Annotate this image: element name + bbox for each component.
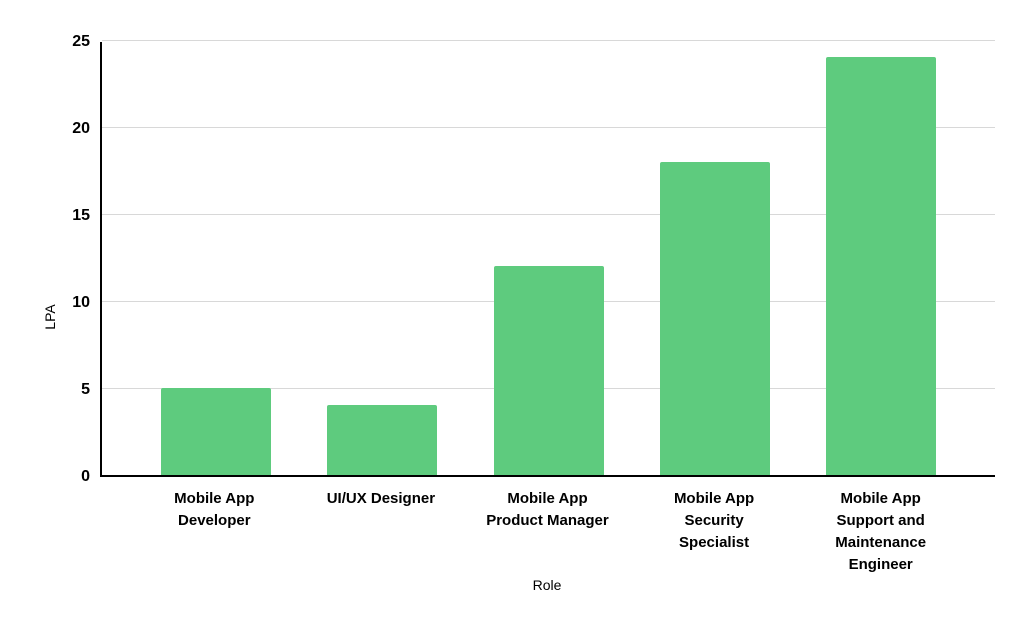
y-tick-label-15: 15 xyxy=(72,207,90,224)
x-category-label-2: UI/UX Designer xyxy=(326,490,436,507)
bars-container xyxy=(102,42,995,475)
gridline-y-25 xyxy=(102,40,995,41)
bar-2 xyxy=(327,405,438,475)
gridline-y-15 xyxy=(102,214,995,215)
bar-3 xyxy=(493,266,604,475)
bar-band xyxy=(299,42,465,475)
x-axis-title: Role xyxy=(532,577,562,593)
x-axis-category-labels: Mobile App Developer UI/UX Designer Mobile… xyxy=(100,488,995,576)
x-category-label-5: Mobile App Support and Maintenance Engin… xyxy=(835,490,927,573)
y-tick-label-20: 20 xyxy=(72,120,90,137)
gridline-y-20 xyxy=(102,127,995,128)
y-tick-label-25: 25 xyxy=(72,33,90,50)
x-category-label-1: Mobile App Developer xyxy=(174,490,255,529)
bar-band xyxy=(632,42,798,475)
bar-band xyxy=(465,42,631,475)
x-category-label-4: Mobile App Security Specialist xyxy=(673,490,755,551)
bar-band xyxy=(133,42,299,475)
x-category-label-3: Mobile App Product Manager xyxy=(486,490,609,529)
y-tick-label-10: 10 xyxy=(72,294,90,311)
bar-4 xyxy=(659,161,770,475)
bar-5 xyxy=(825,57,936,475)
plot-area xyxy=(100,40,995,477)
y-tick-label-0: 0 xyxy=(81,468,90,485)
y-axis-tick-labels: 0 5 10 15 20 25 xyxy=(0,33,90,485)
y-tick-label-5: 5 xyxy=(81,381,90,398)
bar-1 xyxy=(161,388,272,475)
bar-band xyxy=(798,42,964,475)
